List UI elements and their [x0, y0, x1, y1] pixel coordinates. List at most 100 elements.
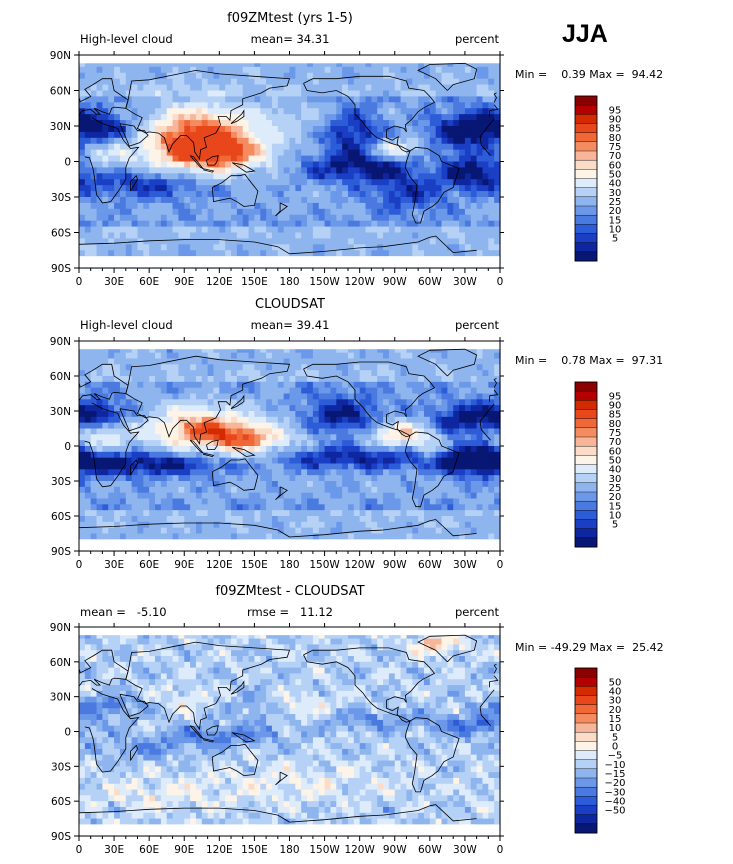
field-cell	[342, 155, 349, 163]
field-cell	[178, 381, 185, 389]
field-cell	[277, 96, 285, 103]
field-cell	[114, 486, 121, 494]
field-cell	[254, 405, 261, 412]
field-cell	[172, 463, 180, 470]
field-cell	[435, 434, 443, 441]
field-cell	[464, 387, 472, 395]
field-cell	[494, 96, 501, 103]
field-cell	[160, 469, 168, 476]
field-cell	[476, 226, 484, 234]
field-cell	[213, 481, 220, 488]
field-cell	[143, 428, 150, 435]
field-cell	[342, 126, 349, 133]
field-cell	[137, 399, 144, 406]
field-cell	[84, 376, 92, 383]
x-tick-label: 180	[279, 276, 299, 288]
field-cell	[453, 411, 460, 418]
field-cell	[312, 126, 320, 133]
field-cell	[312, 492, 320, 500]
field-cell	[400, 155, 408, 163]
field-cell	[213, 244, 220, 251]
field-cell	[213, 358, 220, 365]
field-cell	[131, 346, 139, 354]
field-cell	[260, 469, 267, 476]
field-cell	[79, 185, 86, 192]
field-cell	[160, 60, 168, 68]
field-cell	[453, 161, 460, 169]
field-cell	[307, 90, 314, 98]
field-cell	[394, 364, 402, 371]
field-cell	[482, 120, 489, 127]
field-cell	[172, 250, 180, 257]
field-cell	[195, 161, 203, 169]
field-cell	[342, 376, 349, 383]
field-cell	[324, 238, 332, 245]
field-cell	[423, 457, 431, 465]
field-cell	[412, 220, 419, 228]
field-cell	[423, 131, 431, 139]
field-cell	[219, 492, 226, 500]
field-cell	[301, 66, 308, 74]
field-cell	[125, 352, 133, 360]
field-cell	[90, 120, 98, 127]
field-cell	[307, 510, 314, 517]
field-cell	[447, 161, 454, 169]
field-cell	[102, 434, 109, 441]
field-cell	[283, 202, 291, 210]
field-cell	[190, 84, 197, 92]
field-cell	[248, 185, 256, 192]
field-cell	[225, 155, 232, 163]
field-cell	[289, 238, 296, 245]
field-cell	[195, 358, 203, 365]
field-cell	[394, 126, 402, 133]
field-cell	[406, 155, 413, 163]
field-cell	[201, 137, 209, 145]
field-cell	[260, 155, 267, 163]
field-cell	[225, 457, 232, 465]
field-cell	[155, 370, 162, 377]
field-cell	[365, 114, 372, 121]
field-cell	[406, 137, 413, 145]
field-cell	[266, 244, 273, 251]
field-cell	[383, 256, 390, 263]
field-cell	[342, 393, 349, 400]
field-cell	[84, 469, 92, 476]
field-cell	[213, 149, 220, 157]
field-cell	[131, 185, 139, 192]
field-cell	[459, 463, 466, 470]
field-cell	[219, 155, 226, 163]
field-cell	[143, 422, 150, 430]
field-cell	[318, 173, 326, 180]
field-cell	[131, 370, 139, 377]
field-cell	[482, 167, 489, 174]
field-cell	[394, 90, 402, 98]
field-cell	[429, 504, 437, 511]
field-cell	[318, 55, 326, 62]
field-cell	[464, 256, 472, 263]
field-cell	[312, 262, 320, 269]
field-cell	[219, 84, 226, 92]
field-cell	[388, 161, 396, 169]
field-cell	[260, 208, 267, 216]
field-cell	[119, 238, 127, 245]
field-cell	[482, 381, 489, 389]
field-cell	[336, 131, 343, 139]
field-cell	[400, 387, 408, 395]
field-cell	[459, 457, 466, 465]
field-cell	[155, 381, 162, 389]
field-cell	[149, 440, 156, 447]
field-cell	[84, 405, 92, 412]
field-cell	[160, 376, 168, 383]
field-cell	[371, 55, 378, 62]
field-cell	[459, 167, 466, 174]
field-cell	[342, 510, 349, 517]
field-cell	[494, 197, 501, 204]
field-cell	[383, 72, 390, 80]
field-cell	[108, 226, 115, 234]
field-cell	[441, 167, 448, 174]
field-cell	[160, 481, 168, 488]
field-cell	[383, 370, 390, 377]
field-cell	[90, 376, 98, 383]
field-cell	[459, 131, 466, 139]
